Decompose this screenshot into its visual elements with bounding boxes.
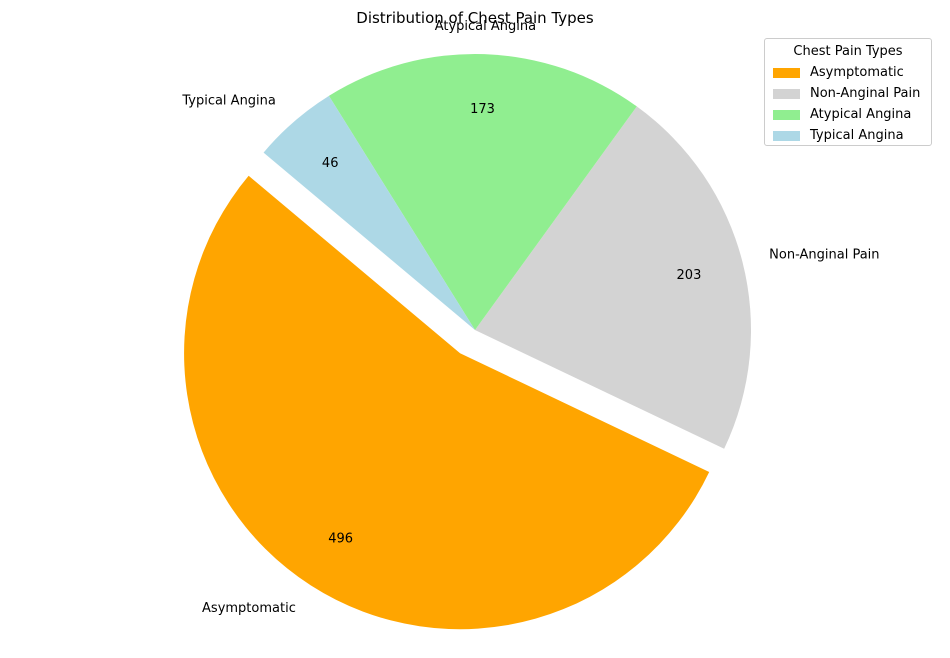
pie-slice-asymptomatic [184, 175, 710, 630]
slice-label-typical-angina: Typical Angina [181, 93, 276, 108]
chart-title: Distribution of Chest Pain Types [356, 9, 594, 27]
slice-label-atypical-angina: Atypical Angina [435, 19, 536, 34]
legend: Chest Pain Types Asymptomatic Non-Angina… [764, 38, 932, 146]
legend-item-typical-angina: Typical Angina [773, 127, 931, 145]
legend-label-atypical-angina: Atypical Angina [810, 107, 912, 122]
slice-label-asymptomatic: Asymptomatic [202, 601, 296, 616]
value-label-asymptomatic: 496 [328, 531, 353, 546]
pie-labels: Asymptomatic 496 Non-Anginal Pain 203 Atypic… [181, 19, 879, 616]
pie-slice-non-anginal-pain [475, 106, 751, 449]
pie-slice-atypical-angina [328, 54, 637, 331]
legend-item-atypical-angina: Atypical Angina [773, 106, 931, 124]
legend-swatch-typical-angina [773, 131, 800, 141]
slice-label-non-anginal-pain: Non-Anginal Pain [769, 247, 879, 262]
legend-label-asymptomatic: Asymptomatic [810, 65, 904, 80]
legend-item-non-anginal-pain: Non-Anginal Pain [773, 85, 931, 103]
pie-slices [184, 54, 751, 630]
legend-label-non-anginal-pain: Non-Anginal Pain [810, 86, 921, 101]
pie-slice-typical-angina [263, 95, 475, 330]
legend-swatch-atypical-angina [773, 110, 800, 120]
legend-label-typical-angina: Typical Angina [810, 128, 904, 143]
value-label-typical-angina: 46 [322, 156, 339, 171]
value-label-atypical-angina: 173 [470, 102, 495, 117]
legend-item-asymptomatic: Asymptomatic [773, 64, 931, 82]
value-label-non-anginal-pain: 203 [677, 268, 702, 283]
legend-swatch-asymptomatic [773, 68, 800, 78]
legend-swatch-non-anginal-pain [773, 89, 800, 99]
legend-title: Chest Pain Types [793, 44, 903, 59]
